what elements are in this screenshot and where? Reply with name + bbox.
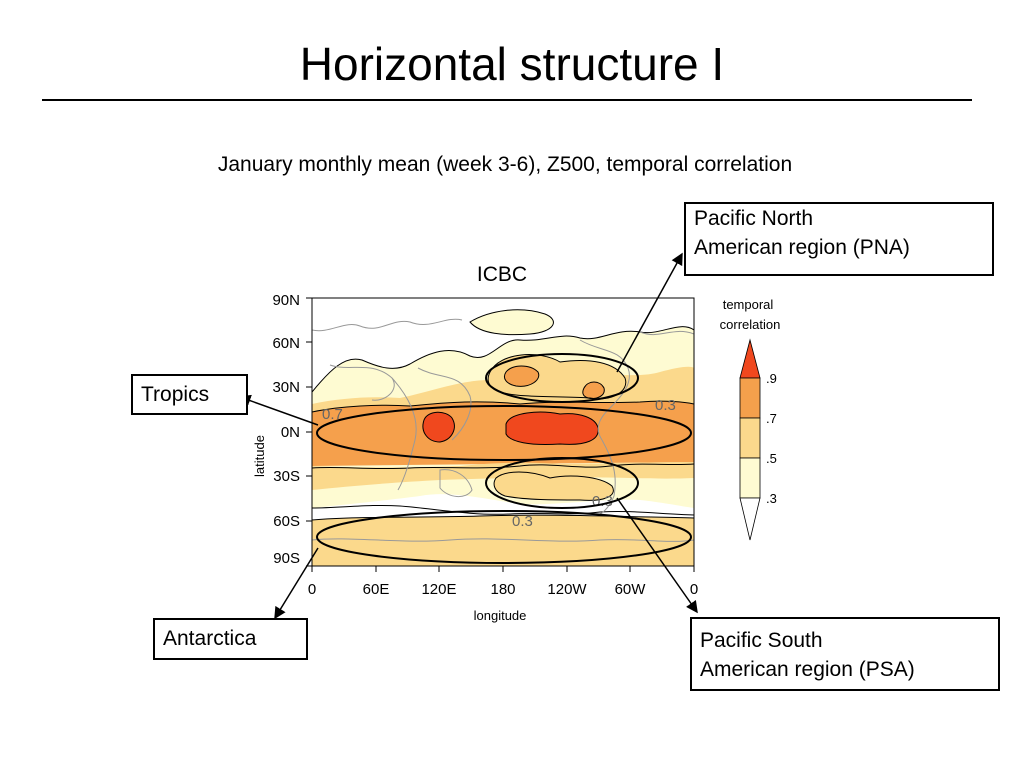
x-tick-label: 180 xyxy=(490,581,515,598)
tropics-callout-box: Tropics xyxy=(131,374,248,415)
psa-ellipse xyxy=(485,457,639,509)
colorbar-swatch-orange xyxy=(739,377,761,419)
tropical-orange-band xyxy=(312,401,694,469)
tropical-red-blob-central xyxy=(506,412,599,445)
colorbar-label-line1: temporal xyxy=(723,297,774,312)
x-tick-label: 120E xyxy=(421,581,456,598)
plot-title: ICBC xyxy=(476,263,528,286)
pna-callout-line2: American region (PNA) xyxy=(694,236,910,259)
antarctica-callout-box: Antarctica xyxy=(153,618,308,660)
tropics-ellipse xyxy=(316,405,692,461)
colorbar-swatch-red xyxy=(739,338,761,379)
tropical-red-blob-west xyxy=(422,412,455,442)
colorbar: temporal correlation .9 .7 .5 .3 xyxy=(720,297,781,541)
contour-label-07: 0.7 xyxy=(322,406,343,423)
x-axis-label: longitude xyxy=(474,608,527,623)
tropics-arrow xyxy=(238,394,319,426)
axis-ticks xyxy=(306,297,695,572)
colorbar-tick-label: .7 xyxy=(766,411,777,426)
contour-label-03-north: 0.3 xyxy=(655,397,676,414)
arctic-cream-region xyxy=(470,309,554,335)
y-tick-label: 30N xyxy=(272,379,300,396)
contour-label-03-south: 0.3 xyxy=(512,513,533,530)
pna-callout-box: Pacific North American region (PNA) xyxy=(684,202,994,276)
x-tick-label: 60E xyxy=(363,581,390,598)
correlation-field xyxy=(312,298,694,566)
y-tick-label: 0N xyxy=(281,424,300,441)
psa-callout-line2: American region (PSA) xyxy=(700,658,915,681)
colorbar-swatch-white xyxy=(739,497,761,541)
antarctica-callout-label: Antarctica xyxy=(163,627,257,650)
colorbar-tick-label: .9 xyxy=(766,371,777,386)
region-ellipses xyxy=(316,353,692,564)
colorbar-tick-label: .5 xyxy=(766,451,777,466)
x-tick-labels: 0 60E 120E 180 120W 60W 0 xyxy=(308,581,698,598)
slide-subtitle: January monthly mean (week 3-6), Z500, t… xyxy=(217,153,793,176)
antarctic-tan-band xyxy=(312,515,694,566)
pna-orange-blob-2 xyxy=(582,382,605,399)
x-tick-label: 60W xyxy=(615,581,647,598)
colorbar-swatch-cream xyxy=(739,457,761,499)
psa-callout-box: Pacific South American region (PSA) xyxy=(690,617,1000,691)
pna-orange-blob xyxy=(504,366,539,387)
x-tick-label: 120W xyxy=(547,581,587,598)
y-tick-labels: 90N 60N 30N 0N 30S 60S 90S xyxy=(272,292,300,567)
colorbar-tick-labels: .9 .7 .5 .3 xyxy=(766,371,777,506)
x-tick-label: 0 xyxy=(308,581,316,598)
callout-arrows xyxy=(238,252,698,620)
antarctica-arrow xyxy=(274,547,319,620)
x-tick-label: 0 xyxy=(690,581,698,598)
colorbar-swatch-tan xyxy=(739,417,761,459)
slide-title: Horizontal structure I xyxy=(299,38,725,90)
title-divider xyxy=(42,99,972,101)
y-tick-label: 60S xyxy=(273,513,300,530)
y-tick-label: 90S xyxy=(273,550,300,567)
pna-arrow xyxy=(616,252,683,373)
psa-arrow xyxy=(616,497,698,614)
pna-ellipse xyxy=(485,353,639,403)
y-tick-label: 30S xyxy=(273,468,300,485)
psa-tan-region xyxy=(494,472,614,501)
y-axis-label: latitude xyxy=(252,435,267,477)
antarctica-ellipse xyxy=(316,510,692,564)
colorbar-label-line2: correlation xyxy=(720,317,781,332)
tropics-callout-label: Tropics xyxy=(141,383,210,406)
y-tick-label: 60N xyxy=(272,335,300,352)
colorbar-tick-label: .3 xyxy=(766,491,777,506)
y-tick-label: 90N xyxy=(272,292,300,309)
psa-callout-line1: Pacific South xyxy=(700,629,823,652)
pna-callout-line1: Pacific North xyxy=(694,207,814,230)
